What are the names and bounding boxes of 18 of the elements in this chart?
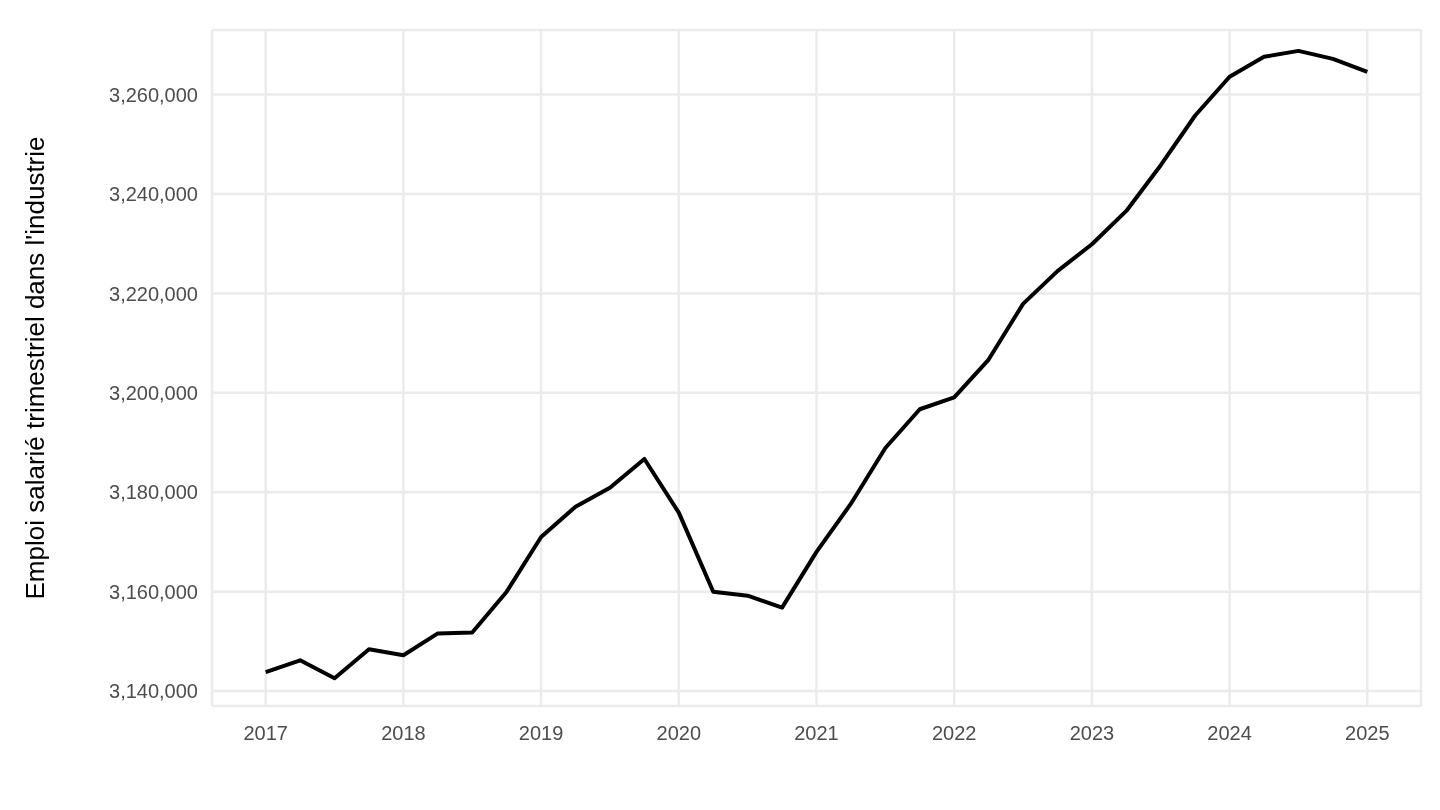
y-axis-title: Emploi salarié trimestriel dans l'industrie bbox=[20, 136, 51, 600]
y-tick-label: 3,160,000 bbox=[109, 580, 198, 603]
x-tick-label: 2025 bbox=[1345, 722, 1390, 745]
x-tick-label: 2018 bbox=[381, 722, 426, 745]
x-tick-label: 2021 bbox=[794, 722, 839, 745]
x-tick-label: 2023 bbox=[1069, 722, 1115, 745]
y-tick-label: 3,260,000 bbox=[109, 83, 198, 106]
line-series bbox=[263, 48, 1370, 681]
y-tick-label: 3,140,000 bbox=[109, 680, 198, 703]
y-tick-label: 3,220,000 bbox=[109, 282, 198, 305]
x-tick-label: 2017 bbox=[243, 722, 288, 745]
x-tick-label: 2024 bbox=[1207, 722, 1252, 745]
x-tick-label: 2020 bbox=[656, 722, 702, 745]
x-tick-label: 2022 bbox=[931, 722, 977, 745]
x-tick-label: 2019 bbox=[518, 722, 564, 745]
y-tick-label: 3,180,000 bbox=[109, 481, 198, 504]
y-tick-label: 3,200,000 bbox=[109, 381, 198, 404]
y-tick-label: 3,240,000 bbox=[109, 183, 198, 206]
